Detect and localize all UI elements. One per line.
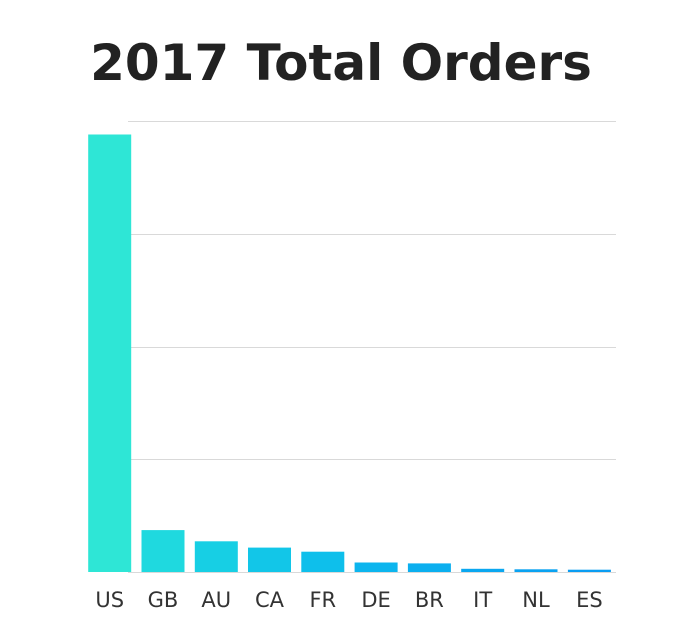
x-tick-label-us: US bbox=[95, 588, 124, 612]
x-tick-label-nl: NL bbox=[522, 588, 550, 612]
x-tick-label-au: AU bbox=[201, 588, 231, 612]
bar-gb bbox=[141, 530, 185, 572]
x-tick-label-br: BR bbox=[415, 588, 444, 612]
bar-au bbox=[194, 541, 238, 572]
bar-it bbox=[461, 568, 505, 572]
bar-fr bbox=[301, 551, 345, 572]
chart-title: 2017 Total Orders bbox=[90, 34, 592, 92]
x-tick-label-de: DE bbox=[361, 588, 390, 612]
x-tick-label-gb: GB bbox=[148, 588, 179, 612]
bar-br bbox=[407, 563, 451, 572]
x-tick-label-es: ES bbox=[576, 588, 603, 612]
grid-lines bbox=[128, 121, 616, 573]
x-tick-label-it: IT bbox=[473, 588, 492, 612]
bar-us bbox=[88, 134, 132, 572]
x-tick-label-fr: FR bbox=[309, 588, 336, 612]
x-tick-label-ca: CA bbox=[255, 588, 285, 612]
bars bbox=[88, 134, 611, 572]
x-tick-labels: US GB AU CA FR DE BR IT NL ES bbox=[95, 588, 602, 612]
bar-es bbox=[567, 569, 611, 572]
bar-nl bbox=[514, 569, 558, 572]
bar-de bbox=[354, 562, 398, 572]
bar-ca bbox=[248, 547, 291, 572]
